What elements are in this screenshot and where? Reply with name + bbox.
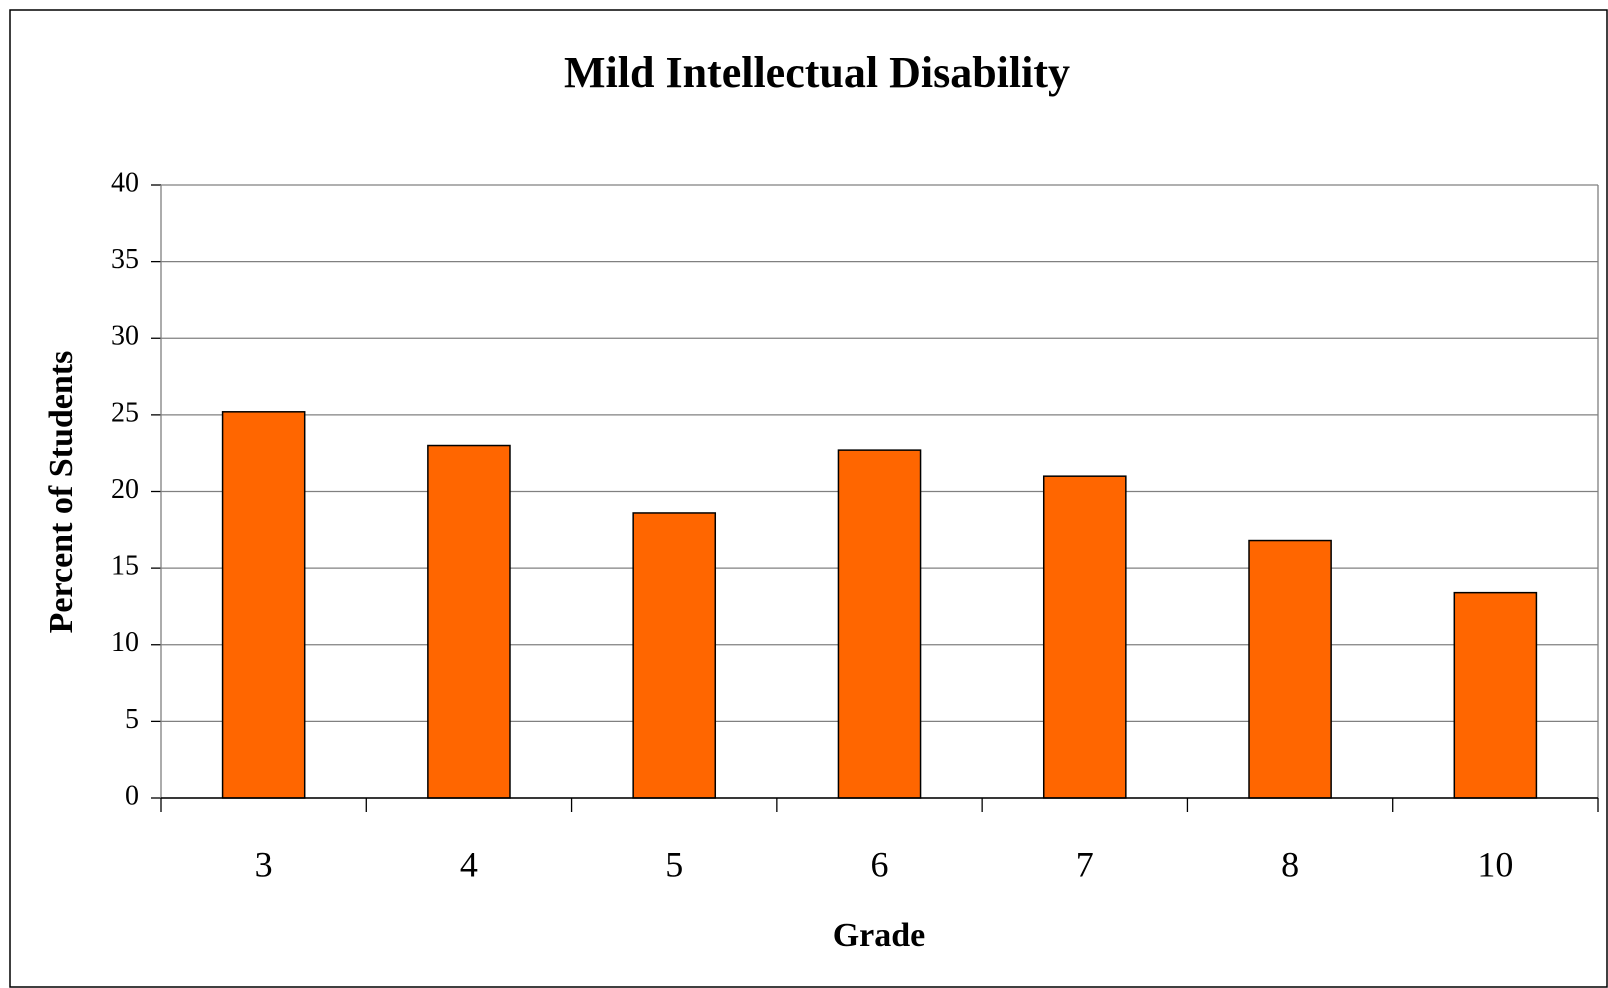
x-tick-label: 8 [1281, 844, 1299, 884]
chart-title: Mild Intellectual Disability [564, 48, 1070, 97]
y-tick-label: 0 [125, 780, 139, 811]
bar [632, 512, 717, 799]
x-axis-label: Grade [833, 917, 926, 954]
x-tick-label: 6 [871, 844, 889, 884]
y-tick-label: 40 [111, 167, 139, 198]
bar [427, 444, 511, 799]
y-tick-label: 5 [125, 704, 139, 735]
bar [221, 411, 306, 799]
bar [1453, 591, 1538, 799]
x-tick-label: 5 [665, 844, 683, 884]
y-tick-label: 30 [111, 321, 139, 352]
bar [837, 449, 922, 799]
chart-border [9, 9, 1608, 988]
bar [1042, 475, 1127, 799]
y-tick-label: 35 [111, 244, 139, 275]
x-tick-label: 4 [460, 844, 478, 884]
x-tick-label: 3 [255, 844, 273, 884]
y-tick-label: 15 [111, 551, 139, 582]
x-tick-label: 7 [1076, 844, 1094, 884]
y-tick-label: 10 [111, 627, 139, 658]
bar [1248, 539, 1332, 799]
y-axis-label: Percent of Students [43, 351, 80, 634]
x-tick-label: 10 [1477, 844, 1513, 884]
y-tick-label: 25 [111, 397, 139, 428]
y-tick-label: 20 [111, 474, 139, 505]
